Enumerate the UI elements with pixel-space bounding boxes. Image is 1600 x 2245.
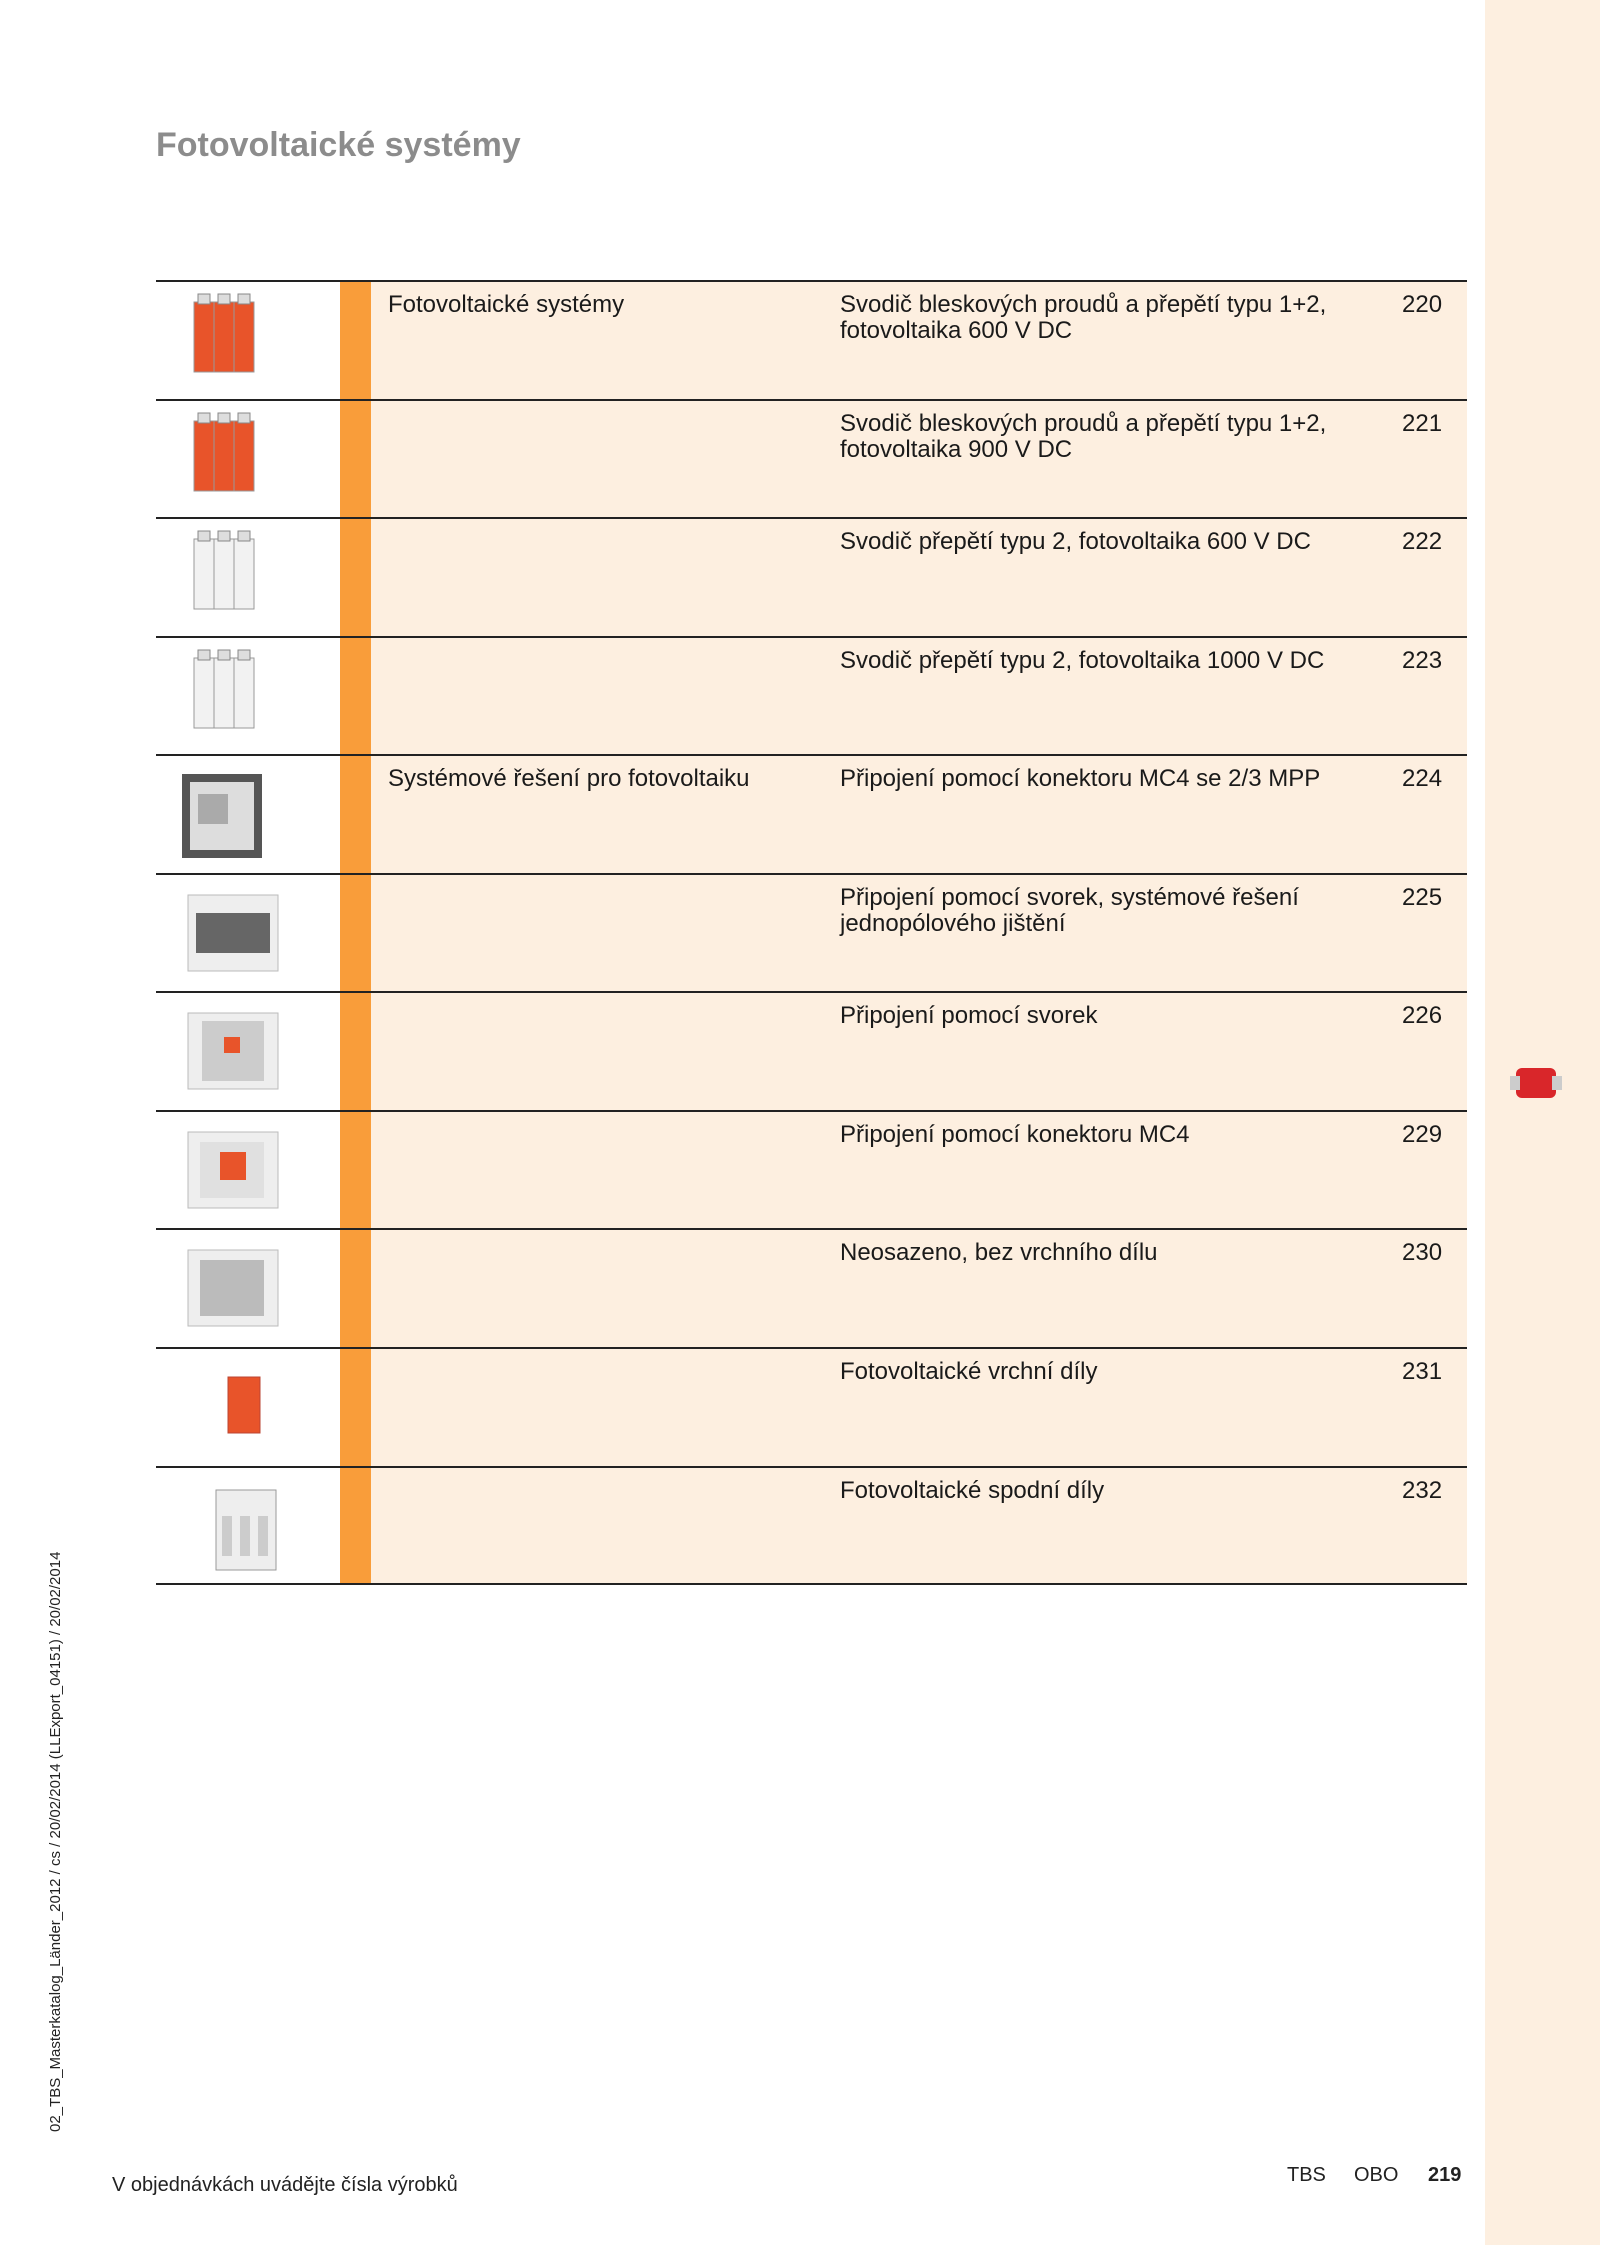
- product-image: [187, 1012, 279, 1090]
- product-image: [193, 412, 255, 492]
- description: Svodič bleskových proudů a přepětí typu …: [840, 292, 1326, 344]
- description-line: Připojení pomocí svorek, systémové řešen…: [840, 883, 1299, 911]
- table-row: Fotovoltaické vrchní díly 231: [156, 1346, 1467, 1466]
- description-line: Svodič bleskových proudů a přepětí typu …: [840, 409, 1327, 437]
- row-background: [371, 282, 1467, 399]
- row-background: [371, 519, 1467, 637]
- title: Fotovoltaické systémy: [156, 126, 521, 164]
- table-row: Svodič přepětí typu 2, fotovoltaika 600 …: [156, 517, 1467, 637]
- description-line: Svodič přepětí typu 2, fotovoltaika 1000…: [840, 646, 1325, 674]
- product-image: [227, 1376, 261, 1434]
- row-stripe: [340, 1348, 371, 1466]
- page-ref: 222: [1402, 528, 1443, 556]
- footer-brand: OBO: [1354, 2164, 1399, 2186]
- row-background: [371, 874, 1467, 992]
- product-image: [182, 774, 262, 859]
- description-line: Fotovoltaické spodní díly: [840, 1476, 1105, 1504]
- row-background: [371, 756, 1467, 874]
- page-ref: 221: [1402, 409, 1443, 437]
- row-stripe: [340, 637, 371, 755]
- table-bottom-rule: [156, 1583, 1467, 1585]
- row-stripe: [340, 874, 371, 992]
- product-image: [187, 1131, 279, 1209]
- page-ref: 226: [1402, 1002, 1443, 1030]
- description-line: Fotovoltaické vrchní díly: [840, 1357, 1098, 1385]
- group-label: Fotovoltaické systémy: [388, 291, 625, 318]
- table-row: Připojení pomocí konektoru MC4 229: [156, 1109, 1467, 1229]
- description: Fotovoltaické spodní díly: [840, 1476, 1105, 1504]
- product-image: [193, 530, 255, 610]
- table-row: Připojení pomocí svorek 226: [156, 991, 1467, 1111]
- row-stripe: [340, 993, 371, 1111]
- side-band: [1485, 0, 1600, 2245]
- row-background: [371, 993, 1467, 1111]
- row-stripe: [340, 1467, 371, 1585]
- description: Připojení pomocí konektoru MC4 se 2/3 MP…: [840, 766, 1320, 792]
- row-stripe: [340, 519, 371, 637]
- page-ref: 223: [1402, 646, 1443, 674]
- description: Připojení pomocí svorek: [840, 1003, 1097, 1029]
- row-background: [371, 1230, 1467, 1348]
- row-background: [371, 400, 1467, 518]
- row-background: [371, 1111, 1467, 1229]
- description-line: jednopólového jištění: [840, 909, 1066, 937]
- product-image: [215, 1489, 277, 1570]
- description-line: Neosazeno, bez vrchního dílu: [840, 1239, 1158, 1267]
- product-image: [193, 649, 255, 729]
- row-stripe: [340, 1111, 371, 1229]
- description: Připojení pomocí svorek, systémové řešen…: [840, 883, 1299, 937]
- product-image: [187, 1249, 279, 1327]
- description: Fotovoltaické vrchní díly: [840, 1357, 1098, 1385]
- page-number: 219: [1428, 2164, 1462, 2186]
- footer-note: V objednávkách uvádějte čísla výrobků: [112, 2174, 458, 2196]
- page-ref: 230: [1402, 1239, 1443, 1267]
- footer-brand: TBS: [1287, 2164, 1326, 2186]
- description: Neosazeno, bez vrchního dílu: [840, 1240, 1158, 1266]
- row-stripe: [340, 282, 371, 399]
- page-ref: 224: [1402, 765, 1443, 793]
- description-line: Svodič přepětí typu 2, fotovoltaika 600 …: [840, 528, 1311, 556]
- group-label: Systémové řešení pro fotovoltaiku: [388, 765, 750, 793]
- description: Svodič přepětí typu 2, fotovoltaika 1000…: [840, 646, 1325, 674]
- page-ref: 225: [1402, 883, 1443, 911]
- table-row: Neosazeno, bez vrchního dílu 230: [156, 1228, 1467, 1348]
- row-background: [371, 637, 1467, 755]
- page-ref: 231: [1402, 1357, 1443, 1385]
- description-line: Svodič bleskových proudů a přepětí typu …: [840, 291, 1327, 318]
- table-row: Svodič bleskových proudů a přepětí typu …: [156, 398, 1467, 518]
- description-line: Připojení pomocí konektoru MC4: [840, 1120, 1190, 1148]
- side-note: 02_TBS_Masterkatalog_Länder_2012 / cs / …: [47, 1551, 64, 2132]
- description-line: fotovoltaika 600 V DC: [840, 317, 1073, 344]
- description-line: Připojení pomocí svorek: [840, 1002, 1098, 1030]
- row-stripe: [340, 400, 371, 518]
- table-row: Systémové řešení pro fotovoltaiku Připoje…: [156, 754, 1467, 874]
- row-background: [371, 1467, 1467, 1585]
- description-line: Připojení pomocí konektoru MC4 se 2/3 MP…: [840, 765, 1321, 793]
- page-ref: 220: [1402, 291, 1443, 318]
- row-background: [371, 1348, 1467, 1466]
- description: Svodič přepětí typu 2, fotovoltaika 600 …: [840, 529, 1311, 555]
- description: Připojení pomocí konektoru MC4: [840, 1120, 1190, 1148]
- description-line: fotovoltaika 900 V DC: [840, 435, 1073, 463]
- table-row: Fotovoltaické systémy Svodič bleskových p…: [156, 280, 1467, 399]
- page-ref: 229: [1402, 1120, 1443, 1148]
- row-stripe: [340, 756, 371, 874]
- product-image: [193, 293, 255, 373]
- side-icon: [1510, 1068, 1562, 1098]
- description: Svodič bleskových proudů a přepětí typu …: [840, 409, 1327, 463]
- page-ref: 232: [1402, 1476, 1443, 1504]
- table-row: Fotovoltaické spodní díly 232: [156, 1465, 1467, 1585]
- table-row: Svodič přepětí typu 2, fotovoltaika 1000…: [156, 635, 1467, 755]
- product-image: [187, 894, 279, 972]
- row-stripe: [340, 1230, 371, 1348]
- table-row: Připojení pomocí svorek, systémové řešen…: [156, 872, 1467, 992]
